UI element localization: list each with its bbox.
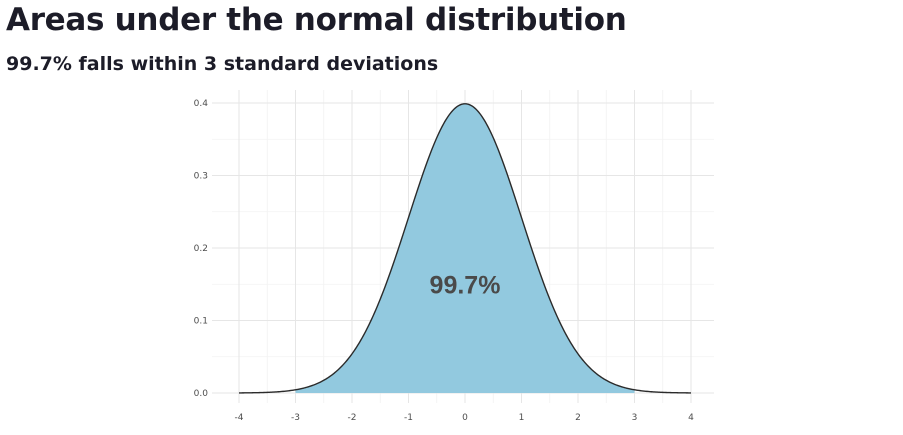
y-tick-label: 0.2 bbox=[194, 244, 208, 254]
y-axis-tick-labels: 0.0 0.1 0.2 0.3 0.4 bbox=[194, 99, 209, 399]
density-curve-line bbox=[238, 103, 692, 394]
y-tick-label: 0.0 bbox=[194, 389, 209, 399]
y-tick-label: 0.3 bbox=[194, 172, 208, 182]
x-tick-label: 4 bbox=[688, 413, 694, 423]
x-tick-label: 1 bbox=[519, 413, 525, 423]
x-tick-label: -2 bbox=[348, 413, 357, 423]
x-tick-label: 2 bbox=[575, 413, 581, 423]
area-percentage-label: 99.7% bbox=[430, 271, 501, 299]
shaded-area-within-3sd bbox=[295, 103, 635, 394]
y-tick-label: 0.4 bbox=[194, 99, 209, 109]
x-tick-label: -3 bbox=[291, 413, 300, 423]
y-tick-label: 0.1 bbox=[194, 317, 208, 327]
x-tick-label: 0 bbox=[462, 413, 468, 423]
page-subtitle: 99.7% falls within 3 standard deviations bbox=[6, 53, 439, 75]
x-tick-label: -1 bbox=[404, 413, 413, 423]
x-tick-label: 3 bbox=[632, 413, 638, 423]
x-axis-tick-labels: -4 -3 -2 -1 0 1 2 3 4 bbox=[235, 413, 695, 423]
page-title: Areas under the normal distribution bbox=[6, 2, 627, 38]
x-tick-label: -4 bbox=[235, 413, 244, 423]
